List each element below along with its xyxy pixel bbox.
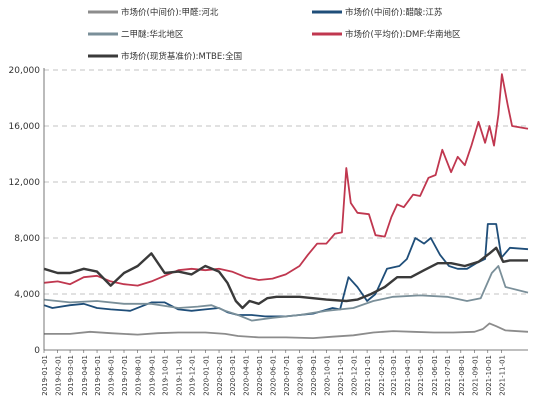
x-tick-label: 2019-06-01 xyxy=(108,355,116,396)
x-tick-label: 2021-05-01 xyxy=(417,355,425,396)
legend-label: 二甲醚:华北地区 xyxy=(121,29,184,40)
series-layer xyxy=(43,73,529,339)
x-tick-label: 2020-11-01 xyxy=(337,355,345,396)
x-tick-label: 2021-11-01 xyxy=(498,355,506,396)
series-line xyxy=(43,73,529,287)
x-tick-label: 2019-04-01 xyxy=(81,355,89,396)
x-tick-label: 2020-04-01 xyxy=(243,355,251,396)
x-tick-label: 2020-09-01 xyxy=(310,355,318,396)
x-tick-label: 2020-06-01 xyxy=(270,355,278,396)
x-tick-label: 2020-10-01 xyxy=(323,355,331,396)
x-tick-label: 2021-09-01 xyxy=(472,355,480,396)
x-tick-label: 2020-03-01 xyxy=(229,355,237,396)
x-tick-label: 2019-11-01 xyxy=(175,355,183,396)
grid xyxy=(44,69,528,295)
x-tick-label: 2020-07-01 xyxy=(283,355,291,396)
series-line xyxy=(44,322,529,339)
x-tick-label: 2019-01-01 xyxy=(41,355,49,396)
x-tick-label: 2021-01-01 xyxy=(364,355,372,396)
series-line xyxy=(43,246,528,310)
y-tick-label: 8,000 xyxy=(14,234,40,244)
x-tick-label: 2019-02-01 xyxy=(55,355,63,396)
legend-label: 市场价(中间价):甲醛:河北 xyxy=(121,7,219,18)
y-tick-label: 20,000 xyxy=(9,66,41,76)
y-tick-label: 0 xyxy=(34,346,40,356)
x-tick-label: 2021-07-01 xyxy=(444,355,452,396)
x-tick-label: 2021-03-01 xyxy=(390,355,398,396)
series-line xyxy=(43,265,529,322)
x-tick-label: 2019-12-01 xyxy=(189,355,197,396)
x-tick-label: 2021-08-01 xyxy=(458,355,466,396)
legend-label: 市场价(平均价):DMF:华南地区 xyxy=(345,29,461,40)
x-tick-label: 2019-08-01 xyxy=(135,355,143,396)
legend-label: 市场价(中间价):醋酸:江苏 xyxy=(345,7,443,18)
y-tick-label: 12,000 xyxy=(9,178,41,188)
x-tick-label: 2019-03-01 xyxy=(67,355,75,396)
legend-label: 市场价(现货基准价):MTBE:全国 xyxy=(121,51,242,62)
x-tick-label: 2020-01-01 xyxy=(202,355,210,396)
x-tick-label: 2021-06-01 xyxy=(431,355,439,396)
x-tick-label: 2020-08-01 xyxy=(296,355,304,396)
x-tick-label: 2019-07-01 xyxy=(121,355,129,396)
x-tick-label: 2021-02-01 xyxy=(378,355,386,396)
y-tick-label: 16,000 xyxy=(9,122,41,132)
x-tick-label: 2020-05-01 xyxy=(256,355,264,396)
x-tick-label: 2020-02-01 xyxy=(216,355,224,396)
x-axis: 2019-01-01 2019-02-01 2019-03-01 2019-04-01… xyxy=(41,349,528,396)
x-tick-label: 2021-04-01 xyxy=(404,355,412,396)
x-tick-label: 2020-12-01 xyxy=(350,355,358,396)
y-axis: 0 4,000 8,000 12,000 16,000 20,000 xyxy=(9,66,45,356)
x-tick-label: 2019-05-01 xyxy=(94,355,102,396)
x-tick-label: 2019-09-01 xyxy=(148,355,156,396)
y-tick-label: 4,000 xyxy=(14,290,40,300)
x-tick-label: 2021-10-01 xyxy=(485,355,493,396)
x-tick-label: 2019-10-01 xyxy=(162,355,170,396)
